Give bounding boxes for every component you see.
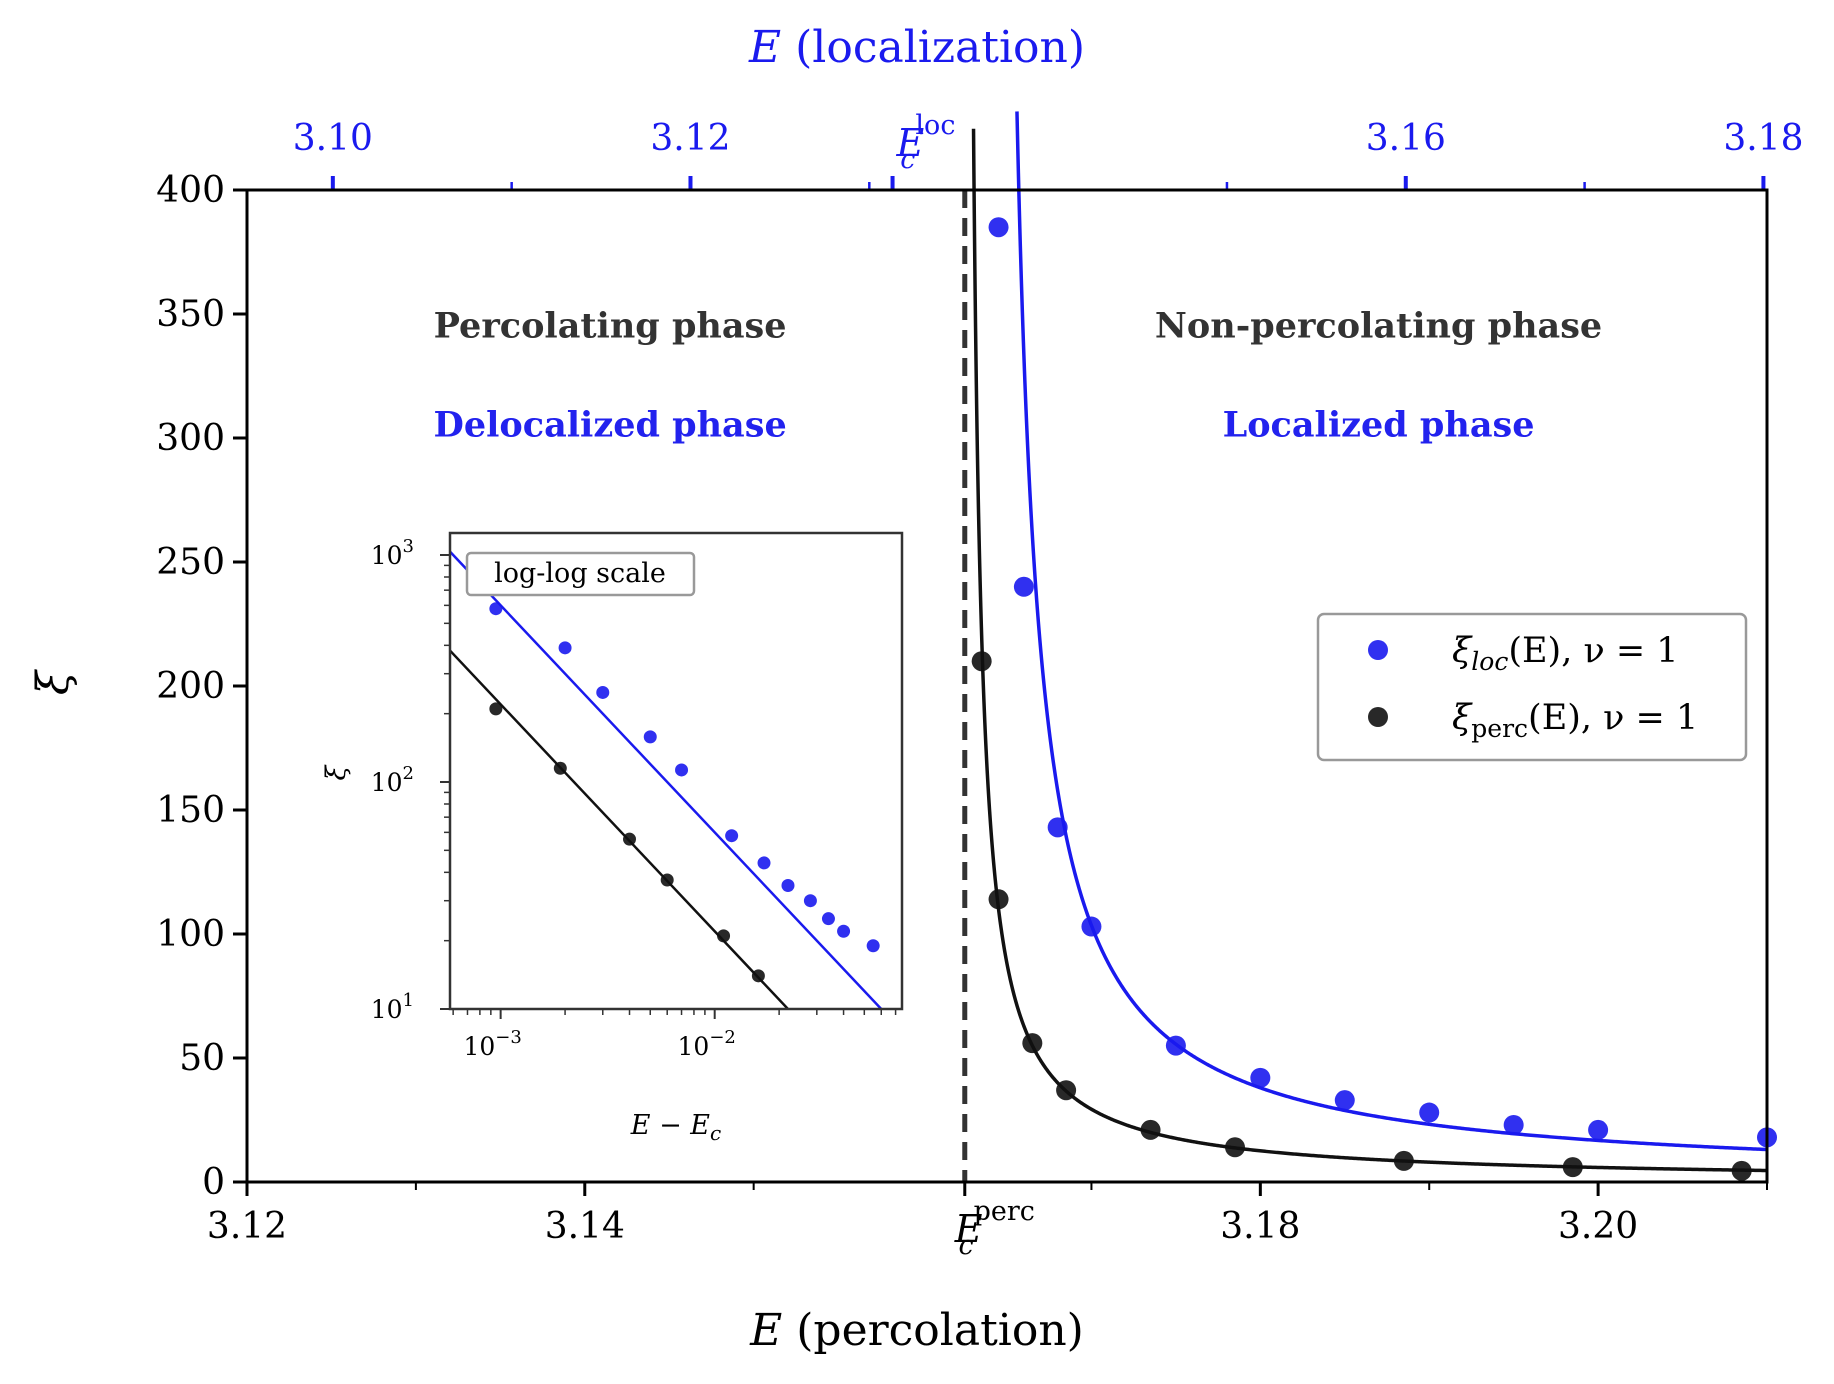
inset-point-perc	[623, 832, 637, 846]
y-tick-label: 400	[156, 170, 225, 211]
fit-curve-loc	[1015, 111, 1768, 1152]
legend-box	[1316, 612, 1748, 762]
inset-y-tick-label: 103	[371, 536, 414, 570]
data-point-loc	[1334, 1090, 1355, 1111]
inset-axes: 10−3 10−2 101 102 103	[371, 536, 897, 1061]
data-point-loc	[1250, 1067, 1271, 1088]
data-point-perc	[1140, 1119, 1161, 1140]
x-tick-label: 3.20	[1558, 1206, 1638, 1247]
inset-title: log-log scale	[494, 558, 666, 589]
inset-point-loc	[757, 856, 771, 870]
inset-x-tick-label: 10−2	[678, 1027, 736, 1061]
data-point-loc	[1503, 1114, 1524, 1135]
y-tick-label: 300	[156, 418, 225, 459]
main-x-axis: 3.12 3.14 3.18 3.20 Ecperc	[207, 1182, 1768, 1261]
main-y-axis-label: ξ	[28, 668, 79, 695]
inset-point-loc	[781, 878, 795, 892]
series-perc-points	[971, 651, 1752, 1181]
main-y-axis: 0 50 100 150 200 250 300 350 400	[156, 170, 247, 1203]
inset-point-loc	[558, 641, 572, 655]
data-point-loc	[1419, 1102, 1440, 1123]
inset-point-loc	[821, 912, 835, 926]
inset-points-loc	[489, 602, 880, 953]
legend-marker-loc	[1368, 640, 1388, 660]
inset-chart: 10−3 10−2 101 102 103 log-log scale E − Ec ξ	[321, 531, 904, 1145]
data-point-perc	[1562, 1157, 1583, 1178]
phase-label: Percolating phase	[434, 305, 787, 346]
inset-point-loc	[675, 763, 689, 777]
data-point-loc	[1013, 576, 1034, 597]
top-x-tick-label-critical: Ecloc	[896, 110, 956, 175]
main-x-axis-label: E (percolation)	[749, 1305, 1084, 1356]
inset-point-perc	[660, 873, 674, 887]
legend-marker-perc	[1368, 707, 1388, 727]
phase-label: Delocalized phase	[434, 405, 787, 446]
inset-x-axis-label: E − Ec	[630, 1110, 721, 1145]
legend-label-loc: ξloc(E), ν = 1	[1452, 631, 1679, 676]
y-tick-label: 250	[156, 542, 225, 583]
inset-point-perc	[489, 702, 503, 716]
y-tick-label: 350	[156, 294, 225, 335]
inset-point-perc	[717, 929, 731, 943]
inset-point-loc	[643, 730, 657, 744]
inset-x-tick-label: 10−3	[463, 1027, 521, 1061]
phase-label: Non-percolating phase	[1155, 305, 1602, 346]
y-tick-label: 50	[179, 1038, 225, 1079]
main-top-x-axis: 3.10 3.12 3.16 3.18 Ecloc	[293, 110, 1804, 190]
inset-point-loc	[725, 829, 739, 843]
x-tick-label: 3.12	[207, 1206, 287, 1247]
data-point-loc	[1165, 1035, 1186, 1056]
data-point-loc	[988, 217, 1009, 238]
main-plot-area: Percolating phase Delocalized phase Non-pe…	[434, 111, 1777, 1182]
inset-fit-perc	[450, 649, 790, 1009]
inset-fit-loc	[450, 550, 883, 1009]
data-point-loc	[1081, 916, 1102, 937]
inset-point-loc	[803, 894, 817, 908]
x-tick-label: 3.18	[1220, 1206, 1300, 1247]
x-tick-label: 3.14	[545, 1206, 625, 1247]
y-tick-label: 200	[156, 666, 225, 707]
y-tick-label: 150	[156, 790, 225, 831]
y-tick-label: 100	[156, 914, 225, 955]
inset-title-box	[465, 551, 696, 597]
x-tick-label-critical: Ecperc	[954, 1196, 1035, 1261]
data-point-perc	[1225, 1137, 1245, 1158]
legend: ξloc(E), ν = 1 ξperc(E), ν = 1	[1316, 612, 1748, 762]
data-point-perc	[1393, 1150, 1414, 1171]
phase-label: Localized phase	[1223, 405, 1535, 446]
top-x-tick-label: 3.18	[1723, 118, 1803, 159]
series-loc-points	[988, 217, 1777, 1148]
data-point-perc	[1056, 1080, 1077, 1101]
inset-point-loc	[866, 939, 880, 953]
phase-annotations: Percolating phase Delocalized phase Non-pe…	[434, 305, 1603, 445]
data-point-loc	[1047, 817, 1068, 838]
legend-label-perc: ξperc(E), ν = 1	[1452, 698, 1698, 743]
data-point-perc	[971, 651, 992, 672]
inset-point-perc	[553, 761, 567, 775]
main-top-x-axis-label: E (localization)	[748, 22, 1085, 73]
data-point-perc	[1731, 1160, 1752, 1181]
top-x-tick-label: 3.12	[650, 118, 730, 159]
inset-y-axis-label: ξ	[321, 764, 352, 780]
inset-points-perc	[489, 702, 765, 983]
main-plot-frame	[245, 188, 1769, 1184]
top-x-tick-label: 3.16	[1366, 118, 1446, 159]
inset-y-tick-label: 102	[371, 763, 414, 797]
data-point-perc	[988, 889, 1009, 910]
inset-y-tick-label: 101	[371, 990, 414, 1024]
inset-point-loc	[596, 685, 610, 699]
inset-point-perc	[751, 969, 765, 983]
inset-point-loc	[489, 602, 503, 616]
inset-point-loc	[837, 924, 851, 938]
data-point-loc	[1588, 1119, 1609, 1140]
top-x-tick-label: 3.10	[293, 118, 373, 159]
data-point-perc	[1022, 1033, 1043, 1054]
y-tick-label: 0	[202, 1162, 225, 1203]
inset-frame	[448, 531, 904, 1011]
